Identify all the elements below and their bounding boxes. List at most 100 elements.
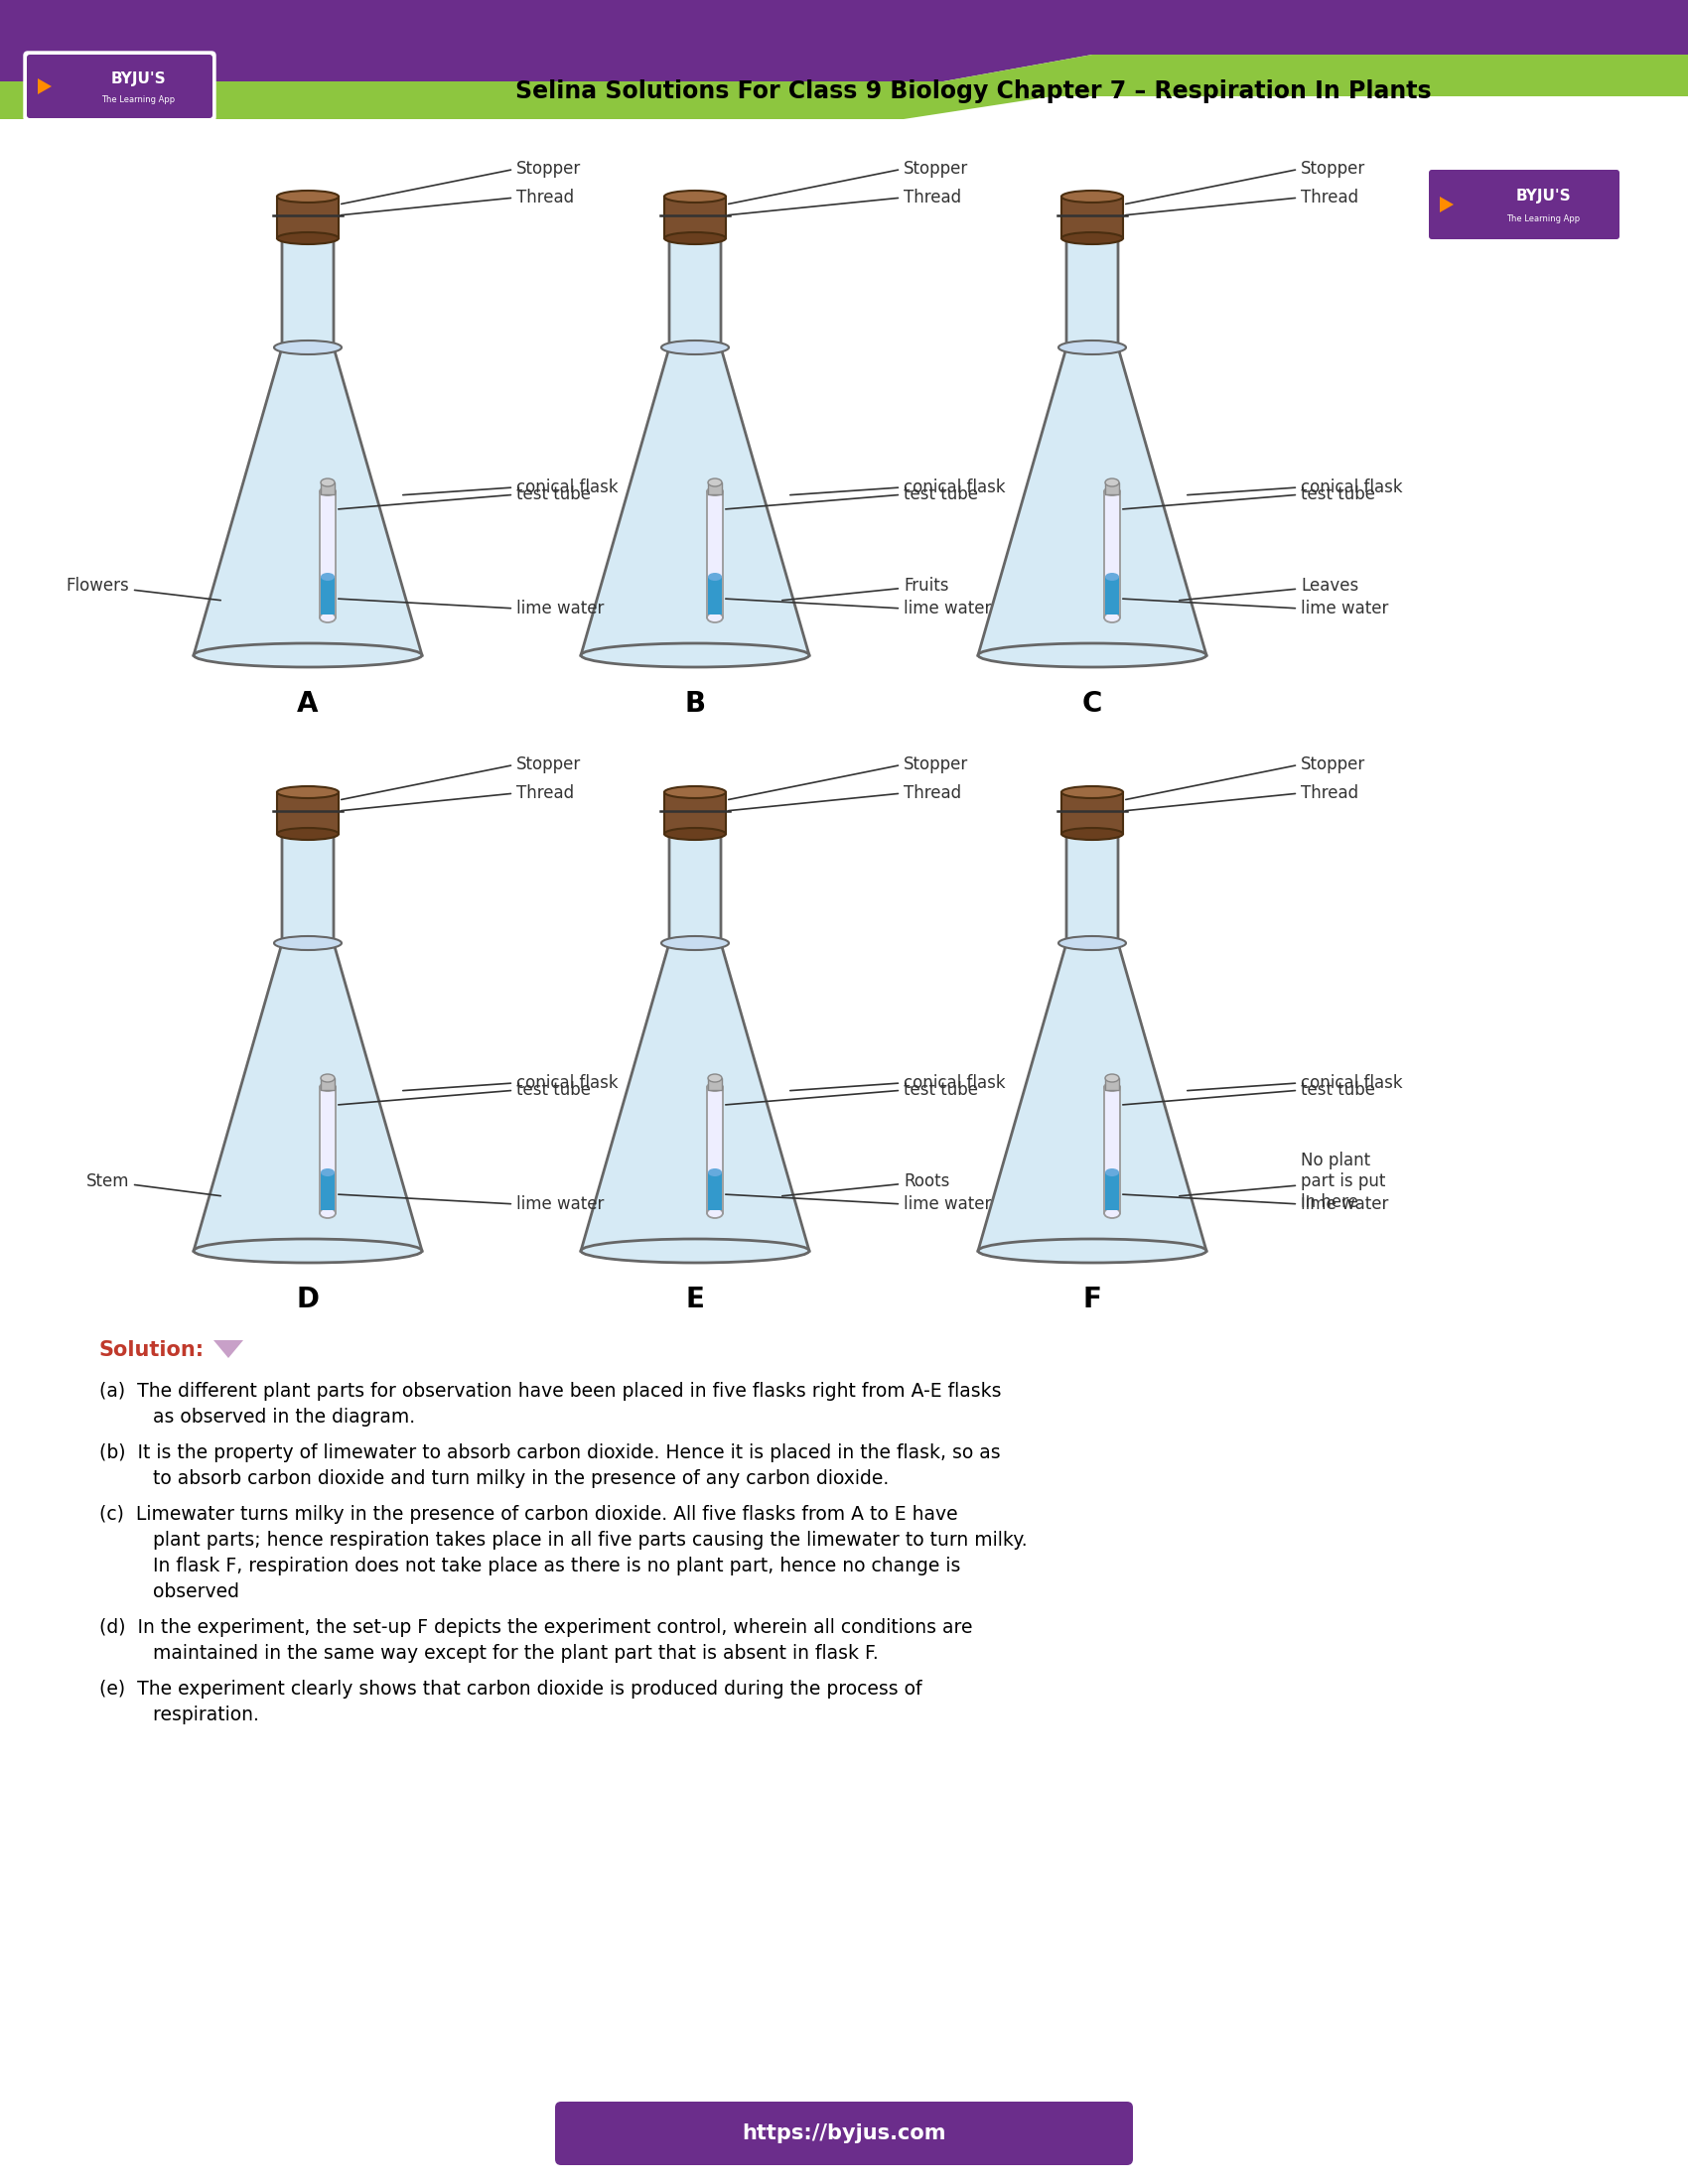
Text: (b)  It is the property of limewater to absorb carbon dioxide. Hence it is place: (b) It is the property of limewater to a…	[100, 1444, 1001, 1463]
Ellipse shape	[665, 786, 726, 797]
Bar	[665, 793, 726, 834]
Text: conical flask: conical flask	[403, 478, 618, 496]
Bar	[321, 1173, 334, 1210]
Bar	[1106, 577, 1119, 614]
Text: to absorb carbon dioxide and turn milky in the presence of any carbon dioxide.: to absorb carbon dioxide and turn milky …	[100, 1470, 890, 1487]
Text: lime water: lime water	[1123, 598, 1389, 618]
Ellipse shape	[319, 1208, 336, 1219]
Ellipse shape	[277, 190, 339, 203]
Ellipse shape	[1106, 572, 1119, 581]
Ellipse shape	[1104, 1208, 1121, 1219]
Bar	[707, 577, 722, 614]
Bar	[321, 483, 334, 494]
Text: Thread: Thread	[341, 784, 574, 810]
Text: (a)  The different plant parts for observation have been placed in five flasks r: (a) The different plant parts for observ…	[100, 1382, 1001, 1400]
Ellipse shape	[1104, 612, 1121, 622]
Ellipse shape	[707, 1083, 722, 1092]
Text: Stopper: Stopper	[341, 756, 581, 799]
Polygon shape	[581, 834, 809, 1251]
Polygon shape	[194, 238, 422, 655]
Ellipse shape	[1062, 232, 1123, 245]
Text: lime water: lime water	[726, 1195, 991, 1212]
Polygon shape	[213, 1341, 243, 1358]
Ellipse shape	[1104, 1083, 1121, 1092]
Ellipse shape	[668, 234, 721, 242]
Ellipse shape	[321, 478, 334, 487]
Text: (c)  Limewater turns milky in the presence of carbon dioxide. All five flasks fr: (c) Limewater turns milky in the presenc…	[100, 1505, 957, 1524]
Text: lime water: lime water	[338, 1195, 604, 1212]
Ellipse shape	[1106, 1075, 1119, 1081]
Text: conical flask: conical flask	[403, 1075, 618, 1092]
Text: maintained in the same way except for the plant part that is absent in flask F.: maintained in the same way except for th…	[100, 1645, 878, 1662]
Ellipse shape	[662, 937, 729, 950]
Text: test tube: test tube	[726, 1081, 977, 1105]
Text: Stem: Stem	[86, 1173, 221, 1197]
Ellipse shape	[319, 612, 336, 622]
Text: C: C	[1082, 690, 1102, 719]
Ellipse shape	[1106, 478, 1119, 487]
Bar	[1106, 1173, 1119, 1210]
Bar	[707, 483, 722, 494]
Bar	[1062, 197, 1123, 238]
Text: lime water: lime water	[726, 598, 991, 618]
Text: observed: observed	[100, 1583, 240, 1601]
Text: Stopper: Stopper	[1126, 756, 1366, 799]
Polygon shape	[194, 834, 422, 1251]
Ellipse shape	[977, 1238, 1207, 1262]
Bar	[707, 1173, 722, 1210]
Text: BYJU'S: BYJU'S	[1516, 190, 1570, 203]
Bar	[707, 1088, 722, 1212]
Text: Stopper: Stopper	[1126, 159, 1366, 203]
Text: Stopper: Stopper	[341, 159, 581, 203]
Ellipse shape	[707, 487, 722, 496]
Ellipse shape	[319, 1083, 336, 1092]
Bar	[1104, 1088, 1121, 1212]
Bar	[277, 197, 339, 238]
Bar	[321, 577, 334, 614]
Text: BYJU'S: BYJU'S	[110, 72, 165, 87]
Ellipse shape	[1058, 341, 1126, 354]
FancyBboxPatch shape	[555, 2101, 1133, 2164]
Bar	[665, 197, 726, 238]
Text: Selina Solutions For Class 9 Biology Chapter 7 – Respiration In Plants: Selina Solutions For Class 9 Biology Cha…	[515, 79, 1431, 103]
Polygon shape	[37, 79, 52, 94]
Ellipse shape	[1104, 487, 1121, 496]
Text: No plant
part is put
in here: No plant part is put in here	[1180, 1151, 1386, 1210]
Ellipse shape	[282, 234, 334, 242]
Text: Roots: Roots	[782, 1173, 950, 1197]
Ellipse shape	[277, 786, 339, 797]
Ellipse shape	[273, 937, 341, 950]
Ellipse shape	[581, 1238, 809, 1262]
FancyBboxPatch shape	[1426, 166, 1622, 242]
Text: https://byjus.com: https://byjus.com	[743, 2123, 945, 2143]
Ellipse shape	[321, 1075, 334, 1081]
Ellipse shape	[707, 1208, 722, 1219]
FancyBboxPatch shape	[27, 55, 213, 118]
Ellipse shape	[665, 232, 726, 245]
Bar	[277, 793, 339, 834]
Text: F: F	[1084, 1286, 1102, 1313]
Text: A: A	[297, 690, 319, 719]
Ellipse shape	[665, 828, 726, 841]
Ellipse shape	[1106, 1168, 1119, 1177]
Text: Fruits: Fruits	[782, 577, 949, 601]
Bar	[707, 491, 722, 618]
Ellipse shape	[707, 1168, 722, 1177]
Text: conical flask: conical flask	[790, 1075, 1006, 1092]
Bar	[1062, 793, 1123, 834]
Text: Thread: Thread	[729, 188, 960, 214]
Text: The Learning App: The Learning App	[101, 96, 176, 105]
Polygon shape	[0, 55, 1688, 120]
Text: test tube: test tube	[1123, 485, 1376, 509]
Text: test tube: test tube	[338, 485, 591, 509]
Ellipse shape	[321, 572, 334, 581]
Bar	[1106, 1079, 1119, 1090]
Text: Solution:: Solution:	[100, 1341, 204, 1361]
Text: (e)  The experiment clearly shows that carbon dioxide is produced during the pro: (e) The experiment clearly shows that ca…	[100, 1679, 922, 1699]
Polygon shape	[977, 238, 1207, 655]
Text: Thread: Thread	[1126, 784, 1359, 810]
FancyBboxPatch shape	[24, 52, 216, 120]
Bar	[321, 1079, 334, 1090]
Bar	[707, 1079, 722, 1090]
Bar	[319, 1088, 336, 1212]
